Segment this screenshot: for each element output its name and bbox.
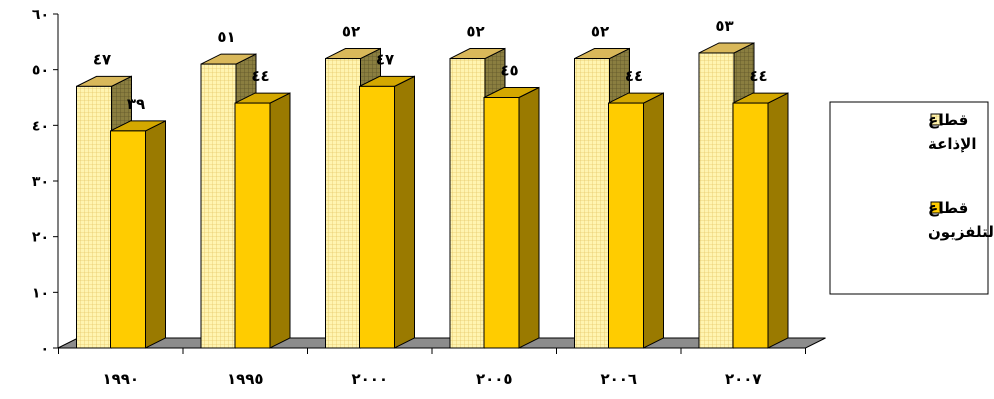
data-label: ٤٧ (93, 50, 111, 68)
bar-front (483, 97, 520, 349)
x-tick-label: ٢٠٠٦ (600, 370, 637, 388)
bar-front (359, 85, 395, 349)
bar-front (574, 58, 610, 349)
bar-side (767, 92, 789, 349)
legend-box (829, 101, 989, 295)
bars (76, 42, 789, 349)
y-tick-label: ١٠ (32, 285, 49, 301)
bar-front (732, 102, 769, 349)
bar-side (145, 120, 166, 349)
bar-side (643, 92, 664, 349)
legend-swatch (930, 201, 943, 214)
data-label: ٥٣ (715, 17, 733, 35)
data-label: ٤٥ (500, 62, 518, 80)
bar (608, 92, 664, 349)
bar-front (234, 102, 271, 349)
bar-front (200, 63, 237, 349)
legend-label: التلفزيون (928, 223, 994, 241)
data-label: ٥١ (217, 28, 235, 46)
y-tick-label: ٣٠ (32, 174, 49, 190)
y-tick-label: ٦٠ (32, 7, 49, 23)
data-label: ٣٩ (127, 95, 145, 113)
bar (483, 86, 540, 349)
data-label: ٤٤ (625, 67, 643, 85)
bar-front (110, 130, 146, 349)
data-label: ٥٢ (342, 23, 360, 41)
data-label: ٥٢ (466, 23, 484, 41)
bar (110, 120, 166, 349)
bar-side (518, 86, 540, 349)
bar-front (76, 85, 112, 349)
bar-front (608, 102, 644, 349)
y-tick-label: ٤٠ (32, 118, 49, 134)
legend-label: قطاع (928, 111, 968, 129)
x-tick-label: ٢٠٠٠ (351, 370, 388, 388)
legend-swatch (930, 113, 943, 126)
bar-front (698, 52, 735, 349)
bar (359, 75, 415, 349)
bar-side (269, 92, 291, 349)
legend: قطاع الإذاعة قطاع التلفزيون (829, 101, 994, 295)
bar (234, 92, 291, 349)
x-tick-label: ٢٠٠٧ (725, 370, 762, 388)
data-label: ٤٧ (376, 50, 394, 68)
legend-label: قطاع (928, 199, 968, 217)
y-tick-label: ٠ (40, 341, 49, 357)
data-label: ٥٢ (591, 23, 609, 41)
bar-front (449, 58, 486, 349)
data-label: ٤٤ (251, 67, 269, 85)
x-tick-label: ١٩٩٠ (102, 370, 139, 388)
x-tick-label: ١٩٩٥ (227, 370, 264, 388)
labels: ٠ ١٠ ٢٠ ٣٠ ٤٠ ٥٠ ٦٠ ١٩٩٠ ١٩٩٥ ٢٠٠٠ ٢٠٠٥ ٢٠٠٦ ٢٠٠٧ ٤٧ ٥… (32, 7, 768, 388)
y-tick-label: ٥٠ (32, 63, 49, 79)
bar-front (325, 58, 361, 349)
y-tick-label: ٢٠ (32, 230, 49, 246)
data-label: ٤٤ (749, 67, 767, 85)
bar-side (394, 75, 415, 349)
bar (732, 92, 789, 349)
legend-label: الإذاعة (928, 135, 977, 153)
x-tick-label: ٢٠٠٥ (476, 370, 513, 388)
